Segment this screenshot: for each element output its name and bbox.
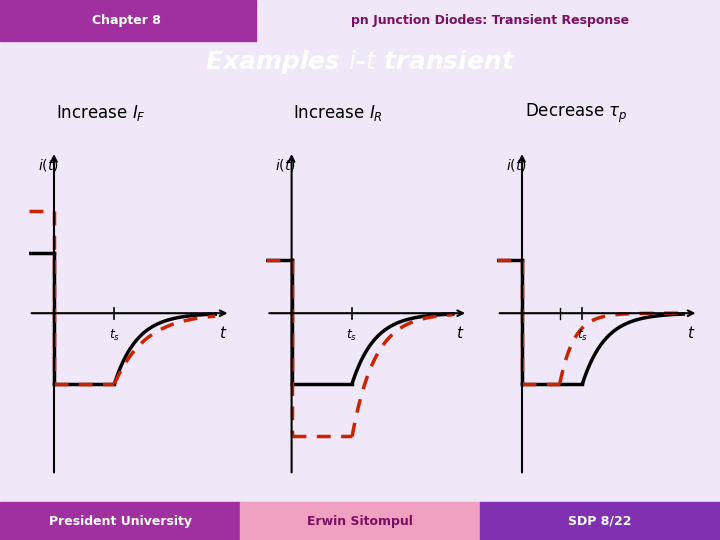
Text: $t_s$: $t_s$ [346, 328, 358, 343]
Text: Chapter 8: Chapter 8 [91, 14, 161, 27]
Text: $i(t)$: $i(t)$ [505, 157, 526, 173]
Text: Examples $i$-$t$ transient: Examples $i$-$t$ transient [204, 48, 516, 76]
Text: President University: President University [49, 515, 192, 528]
Text: $t_s$: $t_s$ [109, 328, 120, 343]
Text: $t$: $t$ [687, 325, 695, 341]
Text: Increase $I_F$: Increase $I_F$ [56, 103, 145, 123]
Text: $t$: $t$ [456, 325, 464, 341]
Text: $t_s$: $t_s$ [577, 328, 588, 343]
Text: $i(t)$: $i(t)$ [275, 157, 296, 173]
Text: $i(t)$: $i(t)$ [37, 157, 58, 173]
Text: Decrease $\tau_p$: Decrease $\tau_p$ [525, 102, 627, 125]
Text: SDP 8/22: SDP 8/22 [568, 515, 631, 528]
Bar [0, 502, 240, 540]
Text: Increase $I_R$: Increase $I_R$ [294, 103, 383, 123]
Bar [480, 502, 720, 540]
Text: $t$: $t$ [219, 325, 227, 341]
Bar [240, 502, 480, 540]
Bar [0, 0, 256, 40]
Text: pn Junction Diodes: Transient Response: pn Junction Diodes: Transient Response [351, 14, 629, 27]
Text: Erwin Sitompul: Erwin Sitompul [307, 515, 413, 528]
